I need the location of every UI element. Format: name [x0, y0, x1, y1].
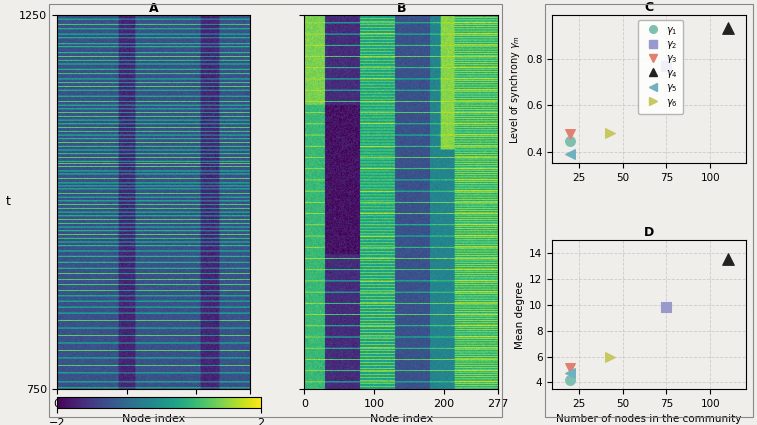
- Point: [722, 24, 734, 31]
- Point: [564, 365, 576, 371]
- Point: [564, 369, 576, 376]
- Point: [564, 150, 576, 157]
- X-axis label: Node index: Node index: [122, 414, 185, 424]
- Point: [564, 131, 576, 138]
- Title: A: A: [148, 2, 158, 15]
- Point: [722, 255, 734, 262]
- Point: [660, 62, 672, 69]
- Y-axis label: Level of synchrony $\gamma_m$: Level of synchrony $\gamma_m$: [508, 34, 522, 144]
- Title: C: C: [644, 1, 653, 14]
- Title: B: B: [397, 2, 406, 15]
- X-axis label: Number of nodes in the community: Number of nodes in the community: [556, 414, 742, 424]
- Point: [604, 130, 616, 136]
- Point: [564, 138, 576, 145]
- Point: [564, 377, 576, 384]
- Y-axis label: Mean degree: Mean degree: [515, 280, 525, 348]
- X-axis label: Node index: Node index: [369, 414, 433, 424]
- Title: D: D: [643, 226, 654, 239]
- Point: [660, 303, 672, 310]
- Y-axis label: t: t: [5, 196, 11, 208]
- Legend: $\gamma_1$, $\gamma_2$, $\gamma_3$, $\gamma_4$, $\gamma_5$, $\gamma_6$: $\gamma_1$, $\gamma_2$, $\gamma_3$, $\ga…: [638, 20, 683, 113]
- Point: [604, 353, 616, 360]
